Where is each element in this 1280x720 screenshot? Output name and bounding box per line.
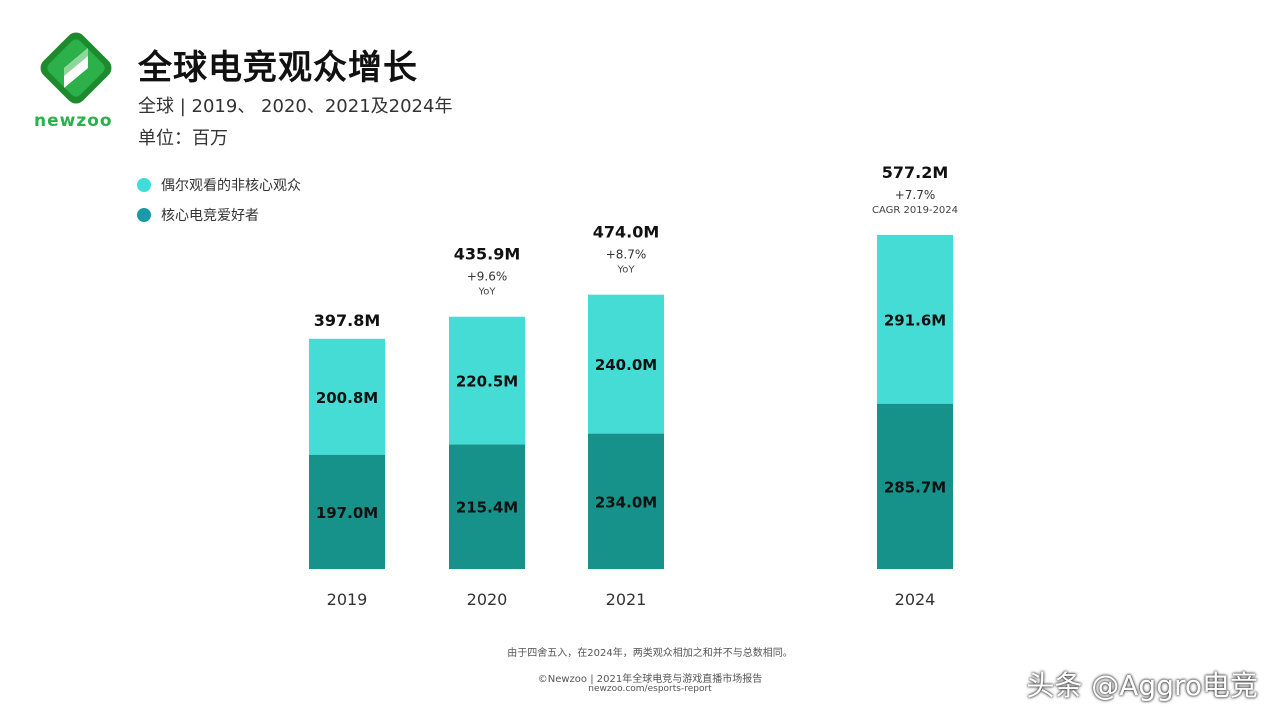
footnote: 由于四舍五入，在2024年，两类观众相加之和并不与总数相同。	[507, 648, 793, 659]
source-url: newzoo.com/esports-report	[588, 684, 712, 694]
bar-2019-casual	[309, 338, 385, 455]
bar-2021-casual	[588, 294, 664, 434]
legend-item-casual: 偶尔观看的非核心观众	[137, 175, 301, 195]
page-title: 全球电竞观众增长	[138, 48, 418, 88]
bar-value-label: 240.0M	[595, 356, 657, 374]
newzoo-logo-icon	[40, 32, 112, 104]
growth-label: +9.6%	[467, 270, 508, 284]
bar-2019-core	[309, 454, 385, 569]
bar-value-label: 197.0M	[316, 504, 378, 522]
watermark: 头条 @Aggro电竞	[1026, 669, 1258, 702]
x-tick-label: 2020	[467, 590, 508, 609]
bar-2020-core	[449, 444, 525, 569]
growth-note: YoY	[477, 287, 496, 298]
bar-value-label: 200.8M	[316, 389, 378, 407]
bar-2024-core	[877, 403, 953, 569]
x-tick-label: 2024	[895, 590, 936, 609]
legend-dot-casual	[137, 178, 151, 192]
subtitle: 全球 | 2019、 2020、2021及2024年	[138, 96, 453, 117]
total-label: 474.0M	[593, 223, 660, 242]
bar-value-label: 220.5M	[456, 373, 518, 391]
bar-value-label: 285.7M	[884, 478, 946, 496]
bar-value-label: 234.0M	[595, 493, 657, 511]
legend-label: 核心电竞爱好者	[161, 208, 259, 224]
total-label: 577.2M	[882, 163, 949, 182]
bar-2020-casual	[449, 316, 525, 445]
bar-2021-core	[588, 433, 664, 569]
total-label: 397.8M	[314, 311, 381, 330]
growth-note: YoY	[616, 265, 635, 276]
bar-value-label: 291.6M	[884, 311, 946, 329]
bar-value-label: 215.4M	[456, 499, 518, 517]
source-text: ©Newzoo | 2021年全球电竞与游戏直播市场报告	[537, 674, 763, 685]
x-tick-label: 2021	[606, 590, 647, 609]
growth-label: +7.7%	[895, 188, 936, 202]
growth-note: CAGR 2019-2024	[872, 205, 958, 216]
logo-text: newzoo	[34, 111, 113, 131]
legend-dot-core	[137, 208, 151, 222]
x-tick-label: 2019	[327, 590, 368, 609]
legend-label: 偶尔观看的非核心观众	[161, 178, 301, 194]
unit-label: 单位：百万	[138, 128, 228, 149]
total-label: 435.9M	[454, 245, 521, 264]
bar-2024-casual	[877, 234, 953, 404]
legend-item-core: 核心电竞爱好者	[137, 205, 259, 225]
growth-label: +8.7%	[606, 248, 647, 262]
